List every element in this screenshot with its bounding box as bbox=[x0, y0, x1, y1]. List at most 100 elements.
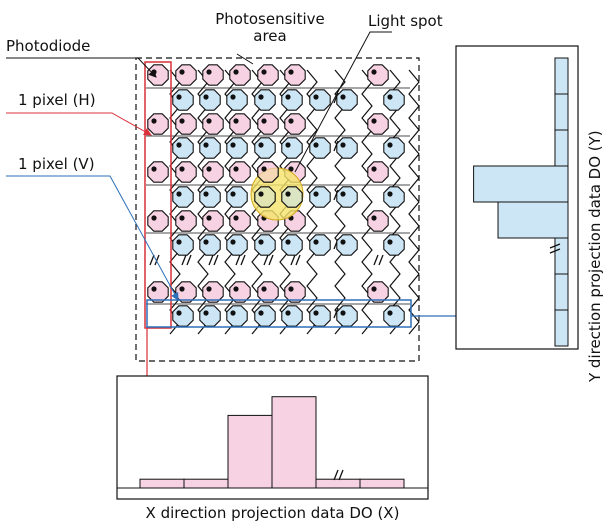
pixel-cell bbox=[147, 113, 169, 135]
photodiode-cell bbox=[175, 161, 197, 183]
pixel-cell bbox=[367, 210, 389, 232]
pixel-cell bbox=[229, 281, 251, 303]
contact-dot bbox=[203, 191, 209, 197]
photodiode-cell bbox=[199, 137, 221, 159]
contact-dot bbox=[387, 142, 393, 148]
pixel-cell bbox=[281, 186, 303, 208]
pixel-cell bbox=[172, 305, 194, 327]
contact-dot bbox=[340, 310, 346, 316]
photodiode-cell bbox=[309, 305, 331, 327]
pixel-cell bbox=[336, 186, 358, 208]
x-axis-break bbox=[333, 469, 344, 481]
pixel-cell bbox=[175, 281, 197, 303]
contact-dot bbox=[371, 215, 377, 221]
column-wire bbox=[361, 69, 373, 335]
photodiode-cell bbox=[199, 305, 221, 327]
contact-dot bbox=[230, 310, 236, 316]
photodiode-cell bbox=[199, 234, 221, 256]
photodiode-cell bbox=[202, 281, 224, 303]
y-projection-title: Y direction projection data DO (Y) bbox=[586, 130, 604, 382]
contact-dot bbox=[206, 118, 212, 124]
photodiode-cell bbox=[202, 210, 224, 232]
pixel-cell bbox=[309, 137, 331, 159]
contact-dot bbox=[285, 142, 291, 148]
pixel-cell bbox=[309, 89, 331, 111]
photodiode-cell bbox=[226, 89, 248, 111]
photodiode-cell bbox=[281, 89, 303, 111]
break-mark bbox=[290, 254, 301, 266]
photodiode-leader bbox=[6, 57, 157, 78]
pixel-cell bbox=[257, 113, 279, 135]
pixel-cell bbox=[336, 305, 358, 327]
contact-dot bbox=[176, 191, 182, 197]
photodiode-cell bbox=[229, 161, 251, 183]
photodiode-cell bbox=[257, 281, 279, 303]
y-axis-break bbox=[549, 243, 561, 254]
pixel-cell bbox=[202, 64, 224, 86]
pixel-cell bbox=[383, 234, 405, 256]
pixel-cell bbox=[284, 64, 306, 86]
pixel-cell bbox=[172, 137, 194, 159]
contact-dot bbox=[233, 215, 239, 221]
pixel-cell bbox=[367, 281, 389, 303]
contact-dot bbox=[313, 191, 319, 197]
contact-dot bbox=[179, 286, 185, 292]
pixels-under-light-spot bbox=[254, 161, 303, 208]
contact-dot bbox=[313, 239, 319, 245]
contact-dot bbox=[313, 94, 319, 100]
pixel-cell bbox=[226, 305, 248, 327]
pixel-cell bbox=[202, 281, 224, 303]
pixel-cell bbox=[281, 234, 303, 256]
photosensitive-label-line1: Photosensitive bbox=[215, 10, 325, 28]
contact-dot bbox=[340, 94, 346, 100]
contact-dot bbox=[288, 166, 294, 172]
pixel-cell bbox=[172, 234, 194, 256]
photodiode-cell bbox=[257, 64, 279, 86]
pixel-cell bbox=[202, 161, 224, 183]
contact-dot bbox=[203, 94, 209, 100]
y-projection-bar bbox=[554, 237, 569, 275]
photodiode-cell bbox=[281, 305, 303, 327]
contact-dot bbox=[258, 310, 264, 316]
contact-dot bbox=[371, 166, 377, 172]
contact-dot bbox=[176, 142, 182, 148]
pixel-cell bbox=[309, 234, 331, 256]
break-mark bbox=[208, 254, 219, 266]
photodiode-cell bbox=[367, 281, 389, 303]
contact-dot bbox=[151, 166, 157, 172]
contact-dot bbox=[371, 118, 377, 124]
break-mark bbox=[263, 254, 274, 266]
pixel-v-outline bbox=[146, 299, 412, 328]
pixel-cell bbox=[254, 186, 276, 208]
break-mark bbox=[373, 254, 384, 266]
y-projection-bar bbox=[554, 57, 569, 95]
pixel-cell bbox=[281, 89, 303, 111]
pixel-cell bbox=[309, 305, 331, 327]
contact-dot bbox=[285, 94, 291, 100]
photodiode-cell bbox=[254, 305, 276, 327]
y-projection-bar bbox=[554, 129, 569, 167]
pixel-cell bbox=[147, 210, 169, 232]
contact-dot bbox=[230, 94, 236, 100]
pixel-cell bbox=[175, 210, 197, 232]
pixel-cell bbox=[199, 137, 221, 159]
photodiode-cell bbox=[336, 305, 358, 327]
contact-dot bbox=[233, 118, 239, 124]
contact-dot bbox=[179, 118, 185, 124]
pixel-cell bbox=[199, 186, 221, 208]
pixel-cell bbox=[383, 305, 405, 327]
contact-dot bbox=[387, 191, 393, 197]
pixel-cell bbox=[336, 234, 358, 256]
photodiode-cell bbox=[172, 186, 194, 208]
photodiode-cell bbox=[309, 89, 331, 111]
photodiode-cell bbox=[226, 234, 248, 256]
contact-dot bbox=[151, 118, 157, 124]
photodiode-cell bbox=[367, 210, 389, 232]
y-projection-bar bbox=[473, 165, 569, 203]
photodiode-cell bbox=[226, 137, 248, 159]
photodiode-label: Photodiode bbox=[6, 37, 91, 55]
contact-dot bbox=[258, 239, 264, 245]
pixel-cell bbox=[175, 64, 197, 86]
photodiode-cell bbox=[383, 137, 405, 159]
pixel-cell bbox=[147, 281, 169, 303]
